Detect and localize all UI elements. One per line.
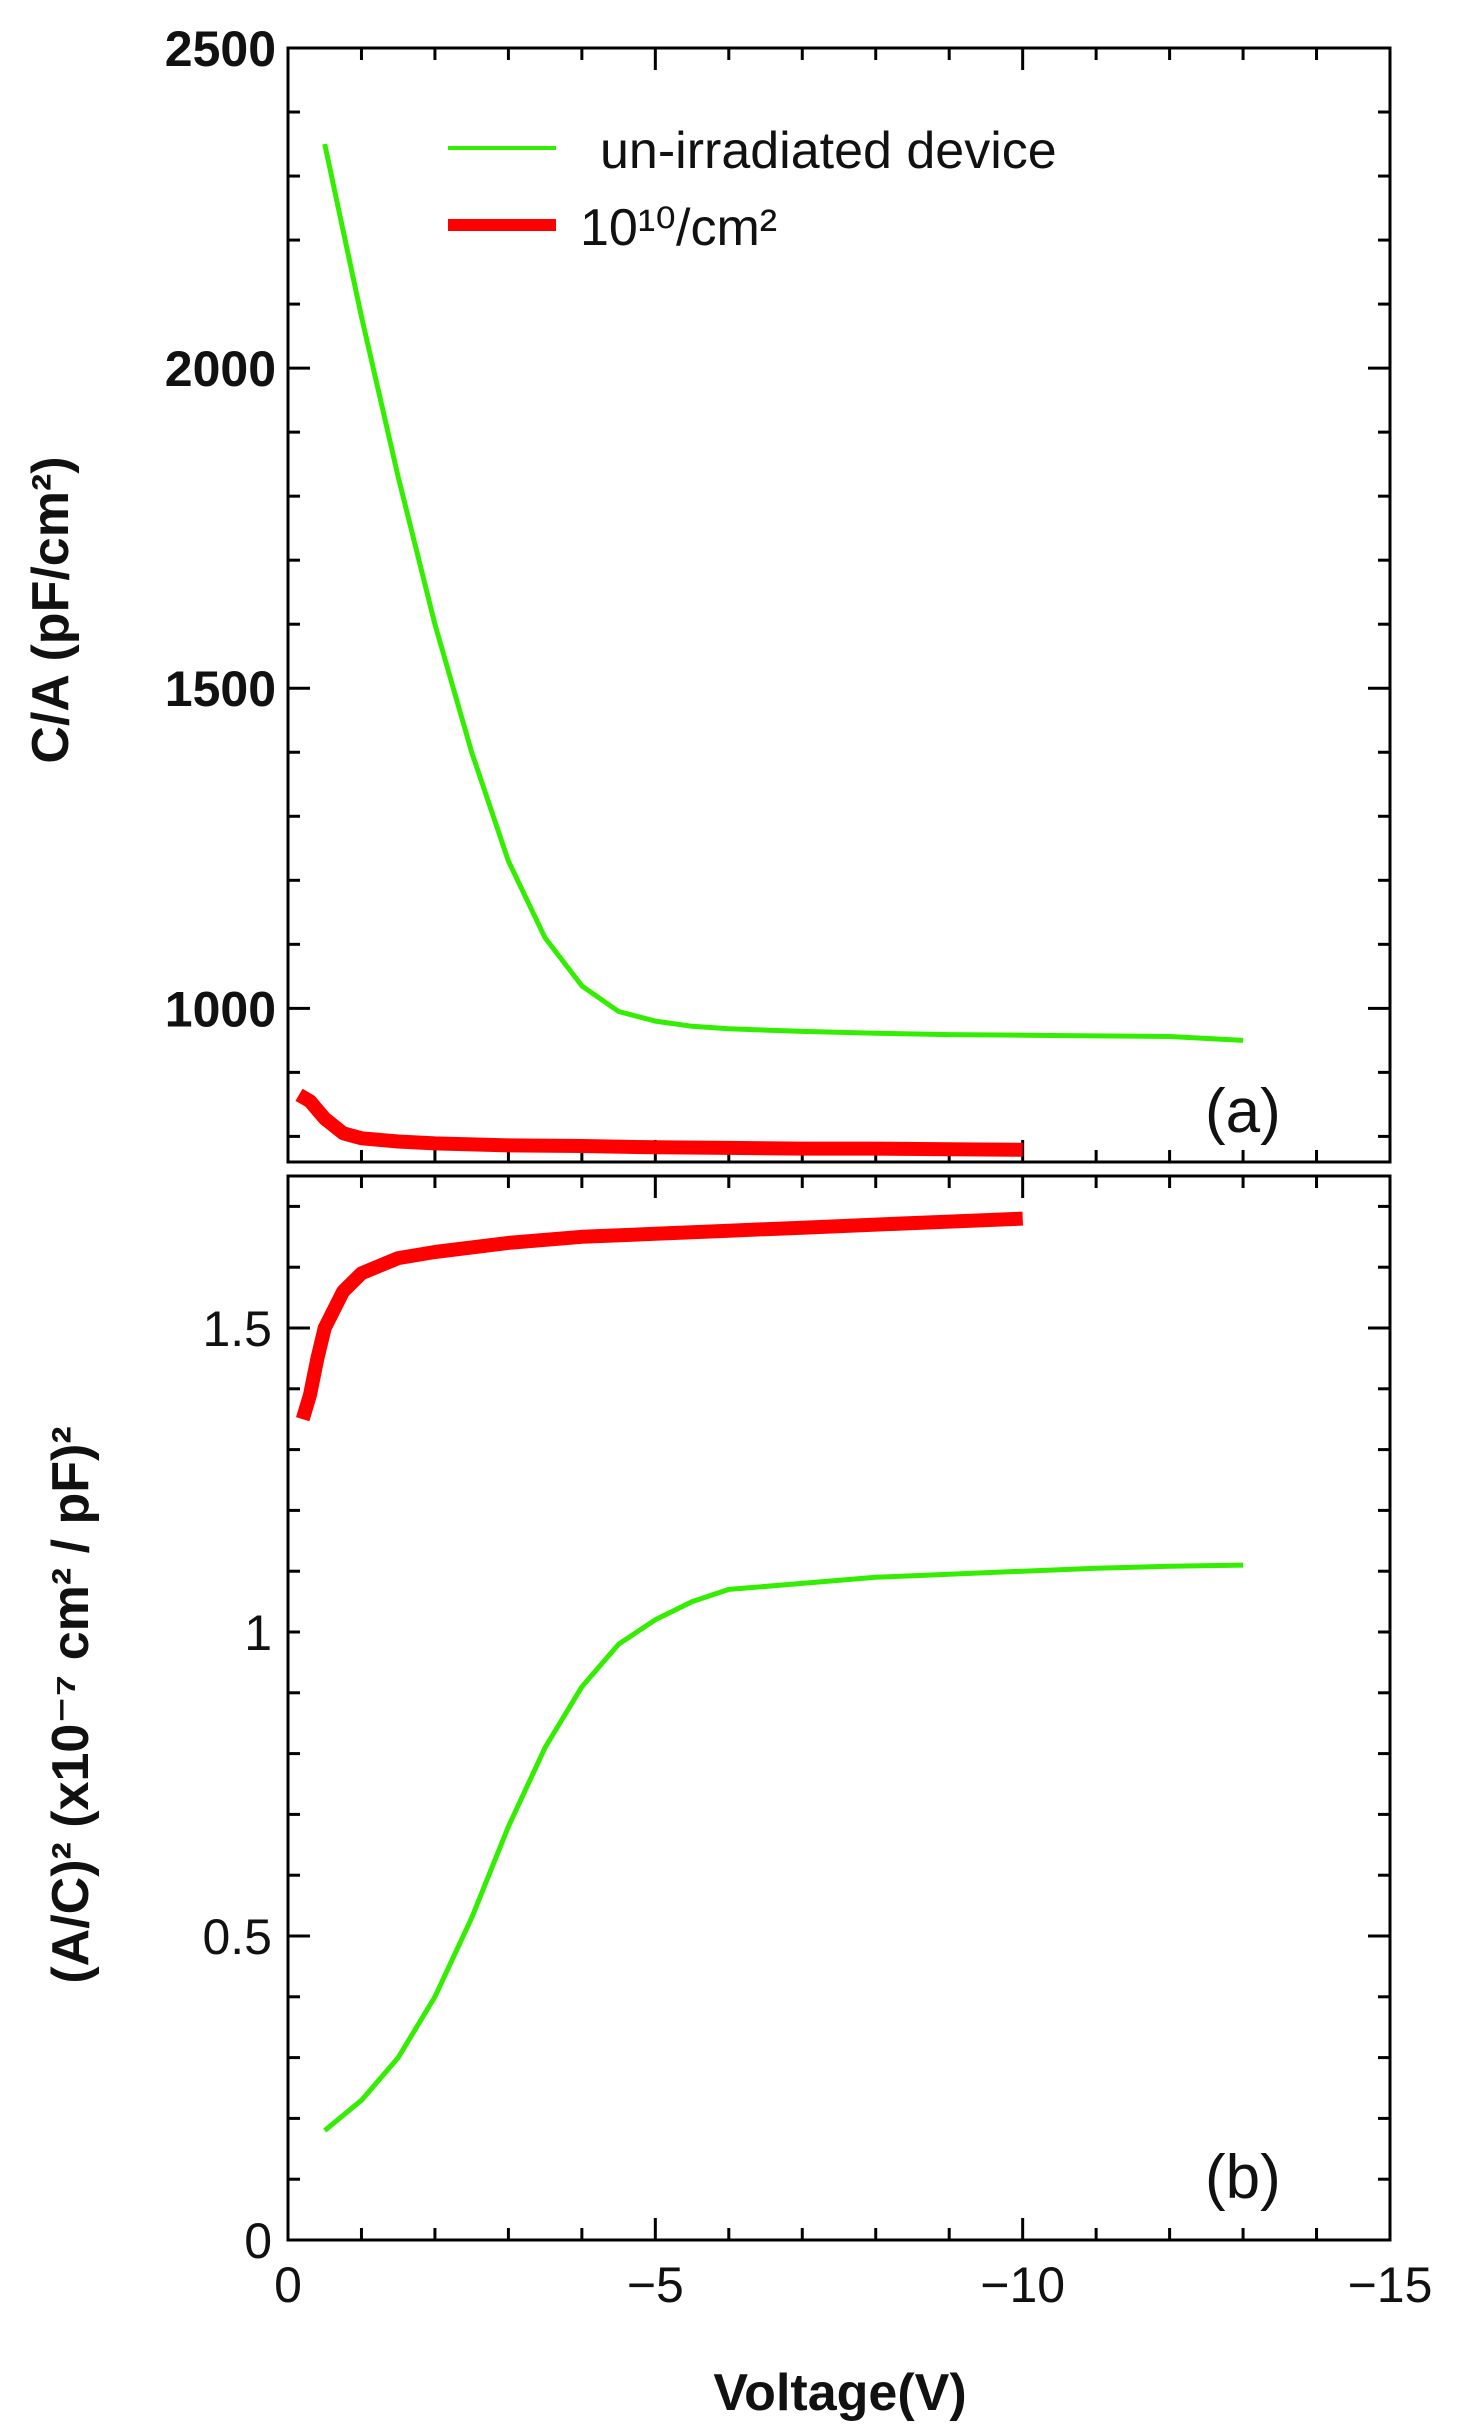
panel-b-tag: (b) [1205, 2143, 1281, 2212]
panel-a-y-tick-label: 1000 [165, 981, 276, 1037]
legend-label-irradiated: 10¹⁰/cm² [580, 199, 777, 257]
panel-a-y-axis-label: C/A (pF/cm²) [22, 456, 80, 763]
x-tick-label: −15 [1348, 2257, 1433, 2313]
legend-label-unirradiated: un-irradiated device [600, 122, 1057, 180]
series-layer [295, 143, 1244, 2133]
panel-b-frame [286, 1174, 1392, 2242]
panel-b-series-irradiated [295, 1211, 1023, 1422]
x-tick-label: 0 [274, 2257, 302, 2313]
panel-a-y-tick-label: 1500 [165, 661, 276, 717]
panel-b-y-tick-label: 0.5 [202, 1909, 272, 1965]
panel-b-series-unirradiated [323, 1562, 1244, 2133]
panel-a-y-tick-label: 2500 [165, 21, 276, 77]
panel-b-y-tick-label: 0 [244, 2213, 272, 2269]
x-tick-label: −5 [627, 2257, 684, 2313]
panel-a-y-tick-label: 2000 [165, 341, 276, 397]
panel-b-y-axis-label: (A/C)² (x10⁻⁷ cm² / pF)² [42, 1426, 100, 1983]
tick-labels: 1000 1500 2000 2500 0 0.5 1 1.5 0 −5 −10 −15 [165, 21, 1433, 2313]
x-tick-label: −10 [980, 2257, 1065, 2313]
panel-a-series-unirradiated [322, 143, 1244, 1043]
panel-b-y-tick-label: 1.5 [202, 1301, 272, 1357]
panel-a-series-irradiated [295, 1088, 1023, 1157]
panel-a-frame [286, 46, 1392, 1164]
legend: un-irradiated device 10¹⁰/cm² [448, 122, 1057, 257]
panel-a-tag: (a) [1205, 1077, 1281, 1146]
x-axis-label: Voltage(V) [713, 2364, 966, 2422]
panel-b-y-tick-label: 1 [244, 1605, 272, 1661]
